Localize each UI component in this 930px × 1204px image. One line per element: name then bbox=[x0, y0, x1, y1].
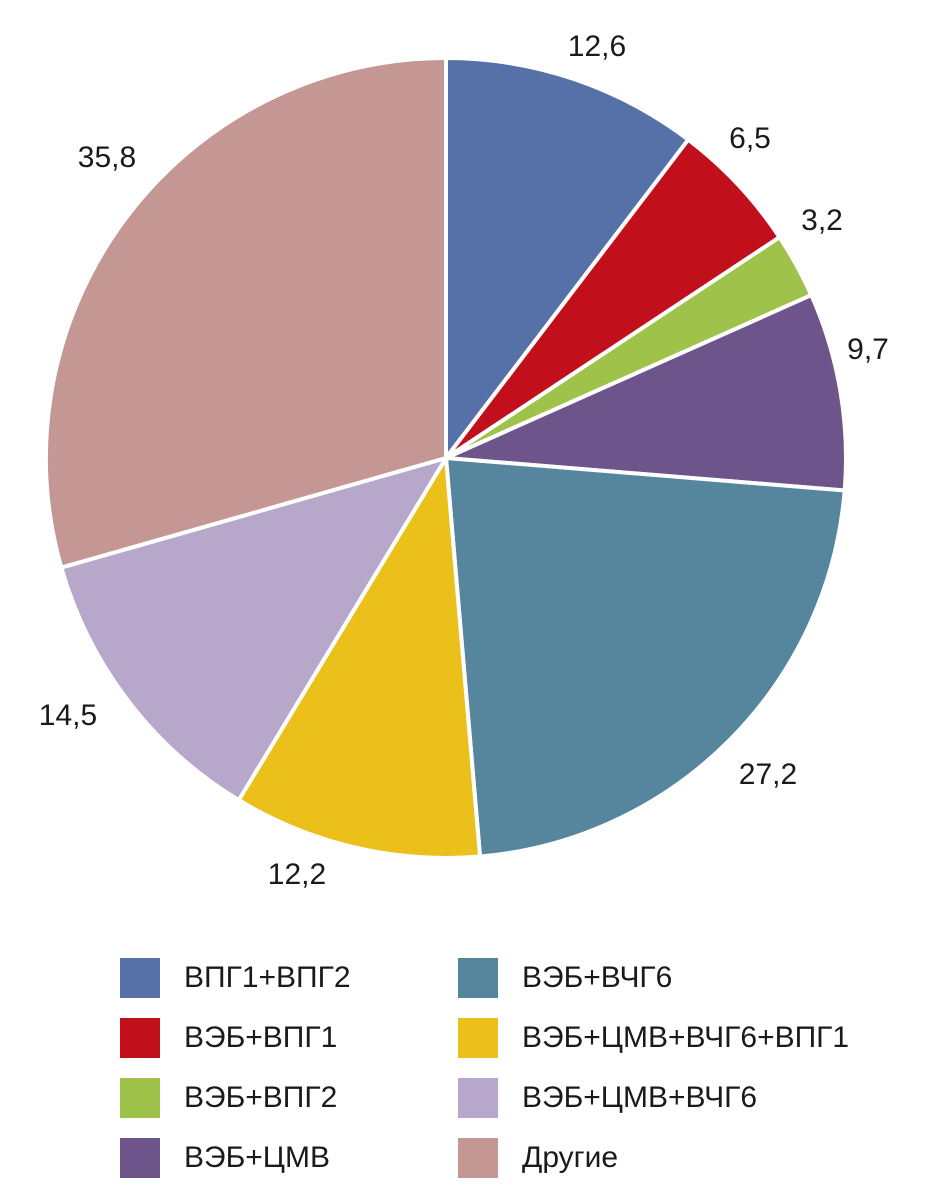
legend-item-veb-cmv: ВЭБ+ЦМВ bbox=[120, 1128, 458, 1188]
legend-label: ВПГ1+ВПГ2 bbox=[184, 961, 351, 994]
pie-slice-6 bbox=[59, 456, 448, 803]
pie-slice-7 bbox=[44, 56, 448, 570]
legend-item-veb-vpg2: ВЭБ+ВПГ2 bbox=[120, 1068, 458, 1128]
legend-label: ВЭБ+ВПГ1 bbox=[184, 1021, 338, 1054]
legend-swatch bbox=[120, 1018, 160, 1058]
legend-label: ВЭБ+ВПГ2 bbox=[184, 1081, 338, 1114]
pie-slice-3 bbox=[444, 293, 848, 493]
slice-label-vpg1-vpg2: 12,6 bbox=[568, 30, 626, 63]
legend-label: ВЭБ+ЦМВ+ВЧГ6 bbox=[522, 1081, 758, 1114]
slice-label-other: 35,8 bbox=[78, 141, 136, 174]
legend-item-vpg1-vpg2: ВПГ1+ВПГ2 bbox=[120, 948, 458, 1008]
pie-slice-0 bbox=[444, 56, 691, 460]
pie-slices bbox=[44, 56, 848, 860]
slice-label-veb-vpg1: 6,5 bbox=[729, 122, 771, 155]
legend-swatch bbox=[458, 1078, 498, 1118]
legend-swatch bbox=[120, 958, 160, 998]
legend-swatch bbox=[458, 1018, 498, 1058]
legend-swatch bbox=[120, 1078, 160, 1118]
legend-label: ВЭБ+ЦМВ bbox=[184, 1141, 330, 1174]
legend-label: ВЭБ+ВЧГ6 bbox=[522, 961, 673, 994]
slice-label-veb-cmv-vchg6: 14,5 bbox=[39, 699, 97, 732]
pie-slice-4 bbox=[444, 456, 847, 859]
pie-chart: 12,6 6,5 3,2 9,7 27,2 12,2 14,5 35,8 bbox=[39, 30, 889, 891]
slice-label-veb-cmv-vchg6-vpg1: 12,2 bbox=[268, 858, 326, 891]
legend-item-veb-vchg6: ВЭБ+ВЧГ6 bbox=[458, 948, 858, 1008]
legend-swatch bbox=[458, 1138, 498, 1178]
pie-value-labels: 12,6 6,5 3,2 9,7 27,2 12,2 14,5 35,8 bbox=[39, 30, 889, 891]
legend-label: ВЭБ+ЦМВ+ВЧГ6+ВПГ1 bbox=[522, 1021, 850, 1054]
legend-item-other: Другие bbox=[458, 1128, 858, 1188]
slice-label-veb-cmv: 9,7 bbox=[847, 333, 889, 366]
legend-item-veb-vpg1: ВЭБ+ВПГ1 bbox=[120, 1008, 458, 1068]
pie-slice-1 bbox=[444, 137, 782, 460]
slice-label-veb-vchg6: 27,2 bbox=[739, 758, 797, 791]
legend-swatch bbox=[458, 958, 498, 998]
legend-swatch bbox=[120, 1138, 160, 1178]
legend-label: Другие bbox=[522, 1141, 619, 1174]
legend-item-veb-cmv-vchg6-vpg1: ВЭБ+ЦМВ+ВЧГ6+ВПГ1 bbox=[458, 1008, 858, 1068]
legend-item-veb-cmv-vchg6: ВЭБ+ЦМВ+ВЧГ6 bbox=[458, 1068, 858, 1128]
pie-slice-5 bbox=[236, 456, 483, 860]
slice-label-veb-vpg2: 3,2 bbox=[801, 204, 843, 237]
legend: ВПГ1+ВПГ2 ВЭБ+ВЧГ6 ВЭБ+ВПГ1 ВЭБ+ЦМВ+ВЧГ6… bbox=[120, 948, 880, 1188]
